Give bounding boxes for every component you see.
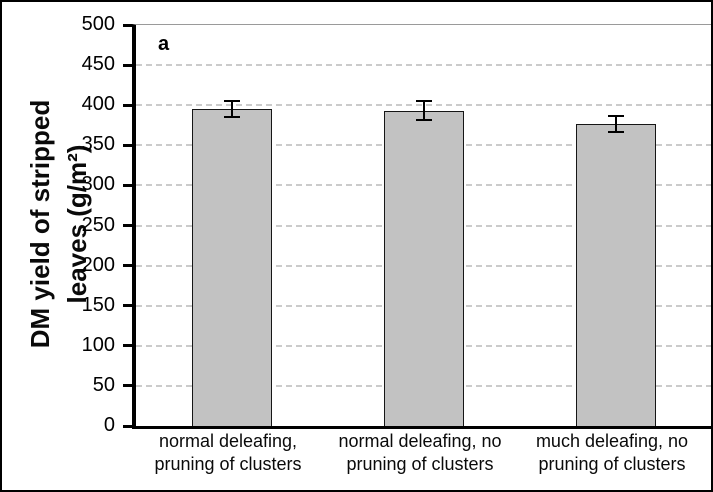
error-bar [231,101,233,118]
y-axis-tick [123,264,132,268]
x-category-label: much deleafing, no pruning of clusters [535,431,689,474]
y-axis-tick [123,103,132,107]
y-tick-label: 400 [81,93,115,116]
y-axis-tick [123,384,132,388]
y-tick-label: 450 [81,53,115,76]
y-tick-label: 500 [81,13,115,35]
x-category-label: normal deleafing, pruning of clusters [154,431,302,474]
error-bar-bottom-cap [608,130,624,133]
error-bar-bottom-cap [224,116,240,119]
bar [384,110,464,426]
error-bar-top-cap [608,114,624,117]
y-tick-label: 250 [81,213,115,236]
y-tick-label: 200 [81,253,115,276]
y-axis-tick [123,23,132,27]
y-axis-tick [123,63,132,67]
panel-letter-label: a [158,33,170,55]
bar [576,123,656,426]
y-tick-label: 350 [81,133,115,156]
error-bar [615,115,617,132]
y-axis-tick [123,424,132,428]
error-bar-bottom-cap [416,119,432,122]
plot-area: a [123,23,711,429]
y-axis-tick [123,143,132,147]
y-tick-label: 0 [103,414,115,436]
y-tick-label: 300 [81,173,115,196]
error-bar-top-cap [416,100,432,103]
error-bar-top-cap [224,100,240,103]
y-axis-tick [123,344,132,348]
gridline [136,64,711,67]
bar [192,109,272,426]
y-tick-label: 50 [92,373,115,396]
x-category-label: normal deleafing, no pruning of clusters [338,431,502,474]
error-bar [423,101,425,121]
y-tick-label: 100 [81,333,115,356]
y-axis-tick [123,224,132,227]
y-axis-tick [123,183,132,187]
y-axis-tick [123,304,132,308]
y-tick-label: 150 [81,293,115,316]
